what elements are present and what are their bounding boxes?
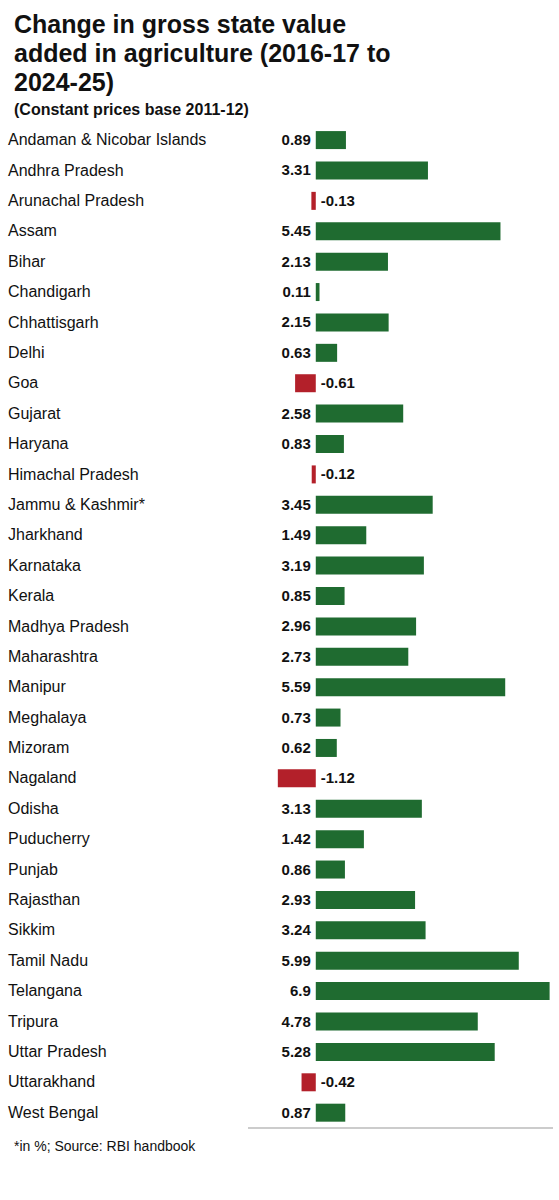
svg-text:5.45: 5.45 xyxy=(282,222,311,239)
svg-text:0.86: 0.86 xyxy=(282,861,311,878)
svg-text:6.9: 6.9 xyxy=(290,982,311,999)
svg-text:Delhi: Delhi xyxy=(8,344,44,361)
html-text:(Constant prices base 2011-12): (Constant prices base 2011-12) xyxy=(14,101,249,118)
svg-text:0.83: 0.83 xyxy=(282,435,311,452)
svg-text:-0.13: -0.13 xyxy=(321,192,355,209)
svg-text:0.11: 0.11 xyxy=(282,283,310,300)
html-text:Change in gross state value ad: Change in gross state value added in agr… xyxy=(14,10,391,96)
svg-text:Punjab: Punjab xyxy=(8,861,58,878)
svg-text:2.73: 2.73 xyxy=(282,648,311,665)
svg-text:3.31: 3.31 xyxy=(282,161,311,178)
svg-text:Tamil Nadu: Tamil Nadu xyxy=(8,952,88,969)
svg-text:2.96: 2.96 xyxy=(282,617,311,634)
svg-text:Odisha: Odisha xyxy=(8,800,59,817)
svg-text:0.87: 0.87 xyxy=(282,1104,311,1121)
svg-text:Nagaland: Nagaland xyxy=(8,769,77,786)
svg-text:Jharkhand: Jharkhand xyxy=(8,526,83,543)
svg-text:5.59: 5.59 xyxy=(282,678,311,695)
svg-text:Rajasthan: Rajasthan xyxy=(8,891,80,908)
svg-text:Andhra Pradesh: Andhra Pradesh xyxy=(8,162,124,179)
svg-text:3.24: 3.24 xyxy=(282,921,312,938)
svg-text:Kerala: Kerala xyxy=(8,587,54,604)
svg-text:-0.42: -0.42 xyxy=(321,1073,355,1090)
svg-text:0.89: 0.89 xyxy=(282,131,311,148)
svg-text:3.45: 3.45 xyxy=(282,496,311,513)
svg-text:Bihar: Bihar xyxy=(8,253,46,270)
svg-text:Manipur: Manipur xyxy=(8,678,66,695)
html-text:*in %; Source: RBI handbook: *in %; Source: RBI handbook xyxy=(14,1138,196,1154)
svg-text:4.78: 4.78 xyxy=(282,1013,311,1030)
svg-text:2.13: 2.13 xyxy=(282,253,311,270)
svg-text:2.15: 2.15 xyxy=(282,313,311,330)
svg-text:Himachal Pradesh: Himachal Pradesh xyxy=(8,466,139,483)
svg-text:Uttarakhand: Uttarakhand xyxy=(8,1073,95,1090)
svg-text:Sikkim: Sikkim xyxy=(8,921,55,938)
svg-text:Meghalaya: Meghalaya xyxy=(8,709,86,726)
svg-text:5.99: 5.99 xyxy=(282,952,311,969)
svg-text:3.13: 3.13 xyxy=(282,800,311,817)
svg-text:0.73: 0.73 xyxy=(282,709,311,726)
svg-text:Haryana: Haryana xyxy=(8,435,69,452)
svg-text:Madhya Pradesh: Madhya Pradesh xyxy=(8,618,129,635)
svg-text:Jammu & Kashmir*: Jammu & Kashmir* xyxy=(8,496,145,513)
svg-text:Assam: Assam xyxy=(8,222,57,239)
svg-text:Uttar Pradesh: Uttar Pradesh xyxy=(8,1043,107,1060)
svg-text:2.93: 2.93 xyxy=(282,891,311,908)
svg-text:Mizoram: Mizoram xyxy=(8,739,69,756)
svg-text:Arunachal Pradesh: Arunachal Pradesh xyxy=(8,192,144,209)
svg-text:Karnataka: Karnataka xyxy=(8,557,81,574)
svg-text:3.19: 3.19 xyxy=(282,557,311,574)
svg-text:0.62: 0.62 xyxy=(282,739,311,756)
svg-text:West Bengal: West Bengal xyxy=(8,1104,98,1121)
svg-text:-0.12: -0.12 xyxy=(321,465,355,482)
svg-text:2.58: 2.58 xyxy=(282,405,311,422)
svg-text:Gujarat: Gujarat xyxy=(8,405,61,422)
svg-text:5.28: 5.28 xyxy=(282,1043,311,1060)
svg-text:Andaman & Nicobar Islands: Andaman & Nicobar Islands xyxy=(8,131,206,148)
svg-text:Maharashtra: Maharashtra xyxy=(8,648,98,665)
svg-text:0.63: 0.63 xyxy=(282,344,311,361)
svg-text:Tripura: Tripura xyxy=(8,1013,58,1030)
svg-text:-0.61: -0.61 xyxy=(321,374,355,391)
svg-text:Telangana: Telangana xyxy=(8,982,82,999)
svg-text:0.85: 0.85 xyxy=(282,587,311,604)
svg-text:Chandigarh: Chandigarh xyxy=(8,283,91,300)
svg-text:Chhattisgarh: Chhattisgarh xyxy=(8,314,99,331)
svg-text:Puducherry: Puducherry xyxy=(8,830,90,847)
svg-text:1.49: 1.49 xyxy=(282,526,311,543)
svg-text:Goa: Goa xyxy=(8,374,38,391)
svg-text:-1.12: -1.12 xyxy=(321,769,355,786)
svg-text:1.42: 1.42 xyxy=(282,830,311,847)
